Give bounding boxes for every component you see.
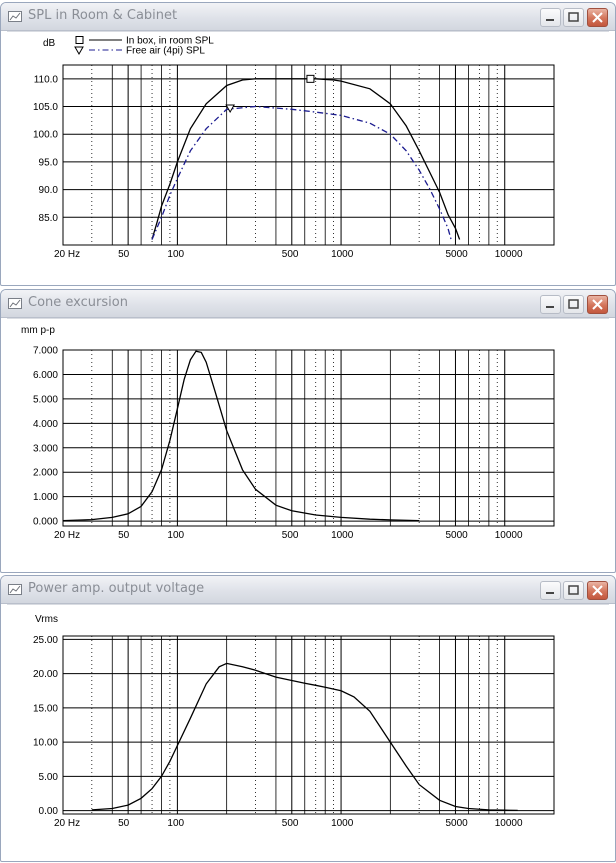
y-tick-label: 6.000 bbox=[33, 370, 58, 381]
x-tick-label: 500 bbox=[282, 249, 299, 260]
y-tick-label: 0.000 bbox=[33, 517, 58, 528]
series-line bbox=[91, 662, 518, 812]
y-tick-label: 20.00 bbox=[33, 669, 58, 680]
amp-voltage-chart: 0.00 5.00 10.00 15.00 20.00 25.00 20 Hz 50 100 50… bbox=[33, 614, 555, 829]
x-tick-label: 1000 bbox=[331, 249, 354, 260]
y-tick-label: 3.000 bbox=[33, 443, 58, 454]
x-tick-label: 100 bbox=[167, 249, 184, 260]
y-tick-label: 10.00 bbox=[33, 738, 58, 749]
x-tick-label: 5000 bbox=[445, 530, 468, 541]
window-title: Cone excursion bbox=[28, 295, 128, 310]
y-tick-label: 15.00 bbox=[33, 703, 58, 714]
series-line bbox=[62, 350, 420, 522]
y-tick-label: 0.00 bbox=[39, 806, 59, 817]
window-title: Power amp. output voltage bbox=[28, 581, 205, 596]
y-tick-label: 95.0 bbox=[39, 157, 59, 168]
y-tick-label: 25.00 bbox=[33, 635, 58, 646]
legend-label: Free air (4pi) SPL bbox=[126, 46, 205, 57]
x-tick-label: 1000 bbox=[331, 530, 354, 541]
y-tick-label: 85.0 bbox=[39, 213, 59, 224]
y-axis-label: Vrms bbox=[35, 614, 58, 625]
series-line bbox=[151, 78, 461, 240]
y-tick-label: 105.0 bbox=[33, 102, 58, 113]
amp-voltage-window: Power amp. output voltage 0.00 5.00 10.00 1… bbox=[0, 575, 616, 862]
x-tick-label: 10000 bbox=[495, 249, 523, 260]
graph-app-icon[interactable] bbox=[8, 298, 22, 309]
close-button[interactable] bbox=[587, 581, 608, 600]
plot-frame bbox=[62, 64, 555, 246]
x-tick-label: 100 bbox=[167, 818, 184, 829]
x-tick-label: 50 bbox=[118, 818, 130, 829]
y-tick-label: 4.000 bbox=[33, 419, 58, 430]
legend-entry: Free air (4pi) SPL bbox=[74, 46, 205, 57]
graph-app-icon[interactable] bbox=[8, 584, 22, 595]
x-tick-label: 5000 bbox=[445, 249, 468, 260]
x-tick-label: 20 Hz bbox=[54, 530, 80, 541]
legend-entry: In box, in room SPL bbox=[75, 36, 214, 47]
x-tick-label: 20 Hz bbox=[54, 818, 80, 829]
y-tick-label: 5.000 bbox=[33, 394, 58, 405]
legend-label: In box, in room SPL bbox=[126, 36, 214, 47]
plot-area: 0.00 5.00 10.00 15.00 20.00 25.00 20 Hz 50 100 50… bbox=[7, 604, 609, 857]
y-axis-label: mm p-p bbox=[21, 325, 55, 336]
plot-area: 85.0 90.0 95.0 100.0 105.0 110.0 20 Hz 50 100 500… bbox=[7, 31, 609, 281]
window-title: SPL in Room & Cabinet bbox=[28, 8, 178, 23]
spl-window: SPL in Room & Cabinet 85.0 90.0 95.0 100.0 1… bbox=[0, 2, 616, 286]
close-button[interactable] bbox=[587, 8, 608, 27]
x-tick-label: 50 bbox=[118, 530, 130, 541]
y-axis-label: dB bbox=[43, 38, 56, 49]
maximize-button[interactable] bbox=[563, 581, 584, 600]
maximize-button[interactable] bbox=[563, 8, 584, 27]
title-bar[interactable]: Power amp. output voltage bbox=[1, 576, 615, 604]
x-tick-label: 50 bbox=[118, 249, 130, 260]
y-tick-label: 2.000 bbox=[33, 468, 58, 479]
x-tick-label: 500 bbox=[282, 818, 299, 829]
maximize-button[interactable] bbox=[563, 295, 584, 314]
spl-chart: 85.0 90.0 95.0 100.0 105.0 110.0 20 Hz 50 100 500… bbox=[33, 36, 555, 260]
y-tick-label: 5.00 bbox=[39, 772, 59, 783]
legend-marker bbox=[74, 46, 84, 56]
x-tick-label: 10000 bbox=[495, 530, 523, 541]
plot-frame bbox=[62, 635, 555, 815]
plot-frame bbox=[62, 349, 555, 527]
cone-excursion-chart: 0.000 1.000 2.000 3.000 4.000 5.000 6.000 7.000… bbox=[21, 325, 555, 541]
series-marker bbox=[225, 104, 235, 113]
y-tick-label: 100.0 bbox=[33, 130, 58, 141]
minimize-button[interactable] bbox=[540, 295, 561, 314]
title-bar[interactable]: SPL in Room & Cabinet bbox=[1, 3, 615, 31]
title-bar[interactable]: Cone excursion bbox=[1, 290, 615, 318]
minimize-button[interactable] bbox=[540, 8, 561, 27]
x-tick-label: 500 bbox=[282, 530, 299, 541]
x-tick-label: 10000 bbox=[495, 818, 523, 829]
cone-excursion-window: Cone excursion 0.000 1.000 2.000 3.000 4.000… bbox=[0, 289, 616, 573]
y-tick-label: 7.000 bbox=[33, 346, 58, 357]
x-tick-label: 20 Hz bbox=[54, 249, 80, 260]
close-button[interactable] bbox=[587, 295, 608, 314]
x-tick-label: 1000 bbox=[331, 818, 354, 829]
plot-area: 0.000 1.000 2.000 3.000 4.000 5.000 6.000 7.000… bbox=[7, 318, 609, 568]
x-tick-label: 100 bbox=[167, 530, 184, 541]
y-tick-label: 110.0 bbox=[34, 74, 59, 85]
y-tick-label: 90.0 bbox=[39, 185, 59, 196]
minimize-button[interactable] bbox=[540, 581, 561, 600]
series-marker bbox=[306, 74, 315, 83]
legend-marker bbox=[75, 36, 84, 44]
x-tick-label: 5000 bbox=[445, 818, 468, 829]
graph-app-icon[interactable] bbox=[8, 11, 22, 22]
y-tick-label: 1.000 bbox=[33, 492, 58, 503]
